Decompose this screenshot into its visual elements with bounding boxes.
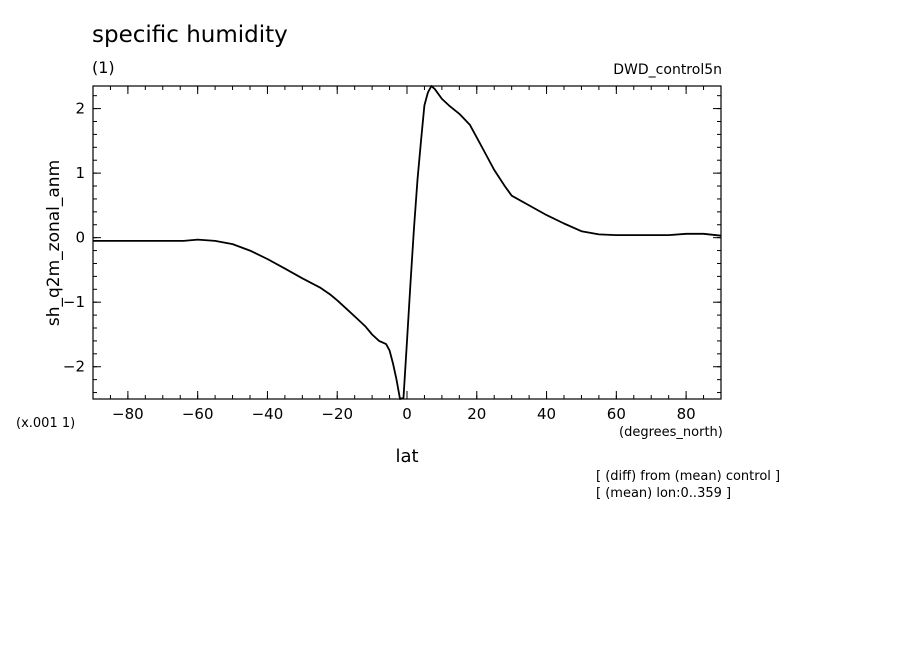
y-tick-label: 2 bbox=[75, 100, 85, 118]
y-tick-label: 0 bbox=[75, 229, 85, 247]
data-line bbox=[93, 85, 722, 400]
units-label: (1) bbox=[92, 58, 115, 77]
x-tick-label: −20 bbox=[321, 405, 353, 423]
x-tick-label: −40 bbox=[252, 405, 284, 423]
x-axis-label: lat bbox=[395, 446, 419, 467]
x-axis-units: (degrees_north) bbox=[619, 425, 723, 440]
y-tick-label: 1 bbox=[75, 164, 85, 182]
x-tick-label: 0 bbox=[402, 405, 412, 423]
y-tick-label: −1 bbox=[63, 293, 85, 311]
y-scale-note: (x.001 1) bbox=[16, 416, 76, 431]
x-tick-label: 60 bbox=[607, 405, 626, 423]
x-tick-label: −80 bbox=[112, 405, 144, 423]
x-tick-label: 20 bbox=[467, 405, 486, 423]
experiment-label: DWD_control5n bbox=[613, 62, 722, 78]
chart-title: specific humidity bbox=[92, 22, 288, 48]
x-tick-label: 80 bbox=[677, 405, 696, 423]
note-mean: [ (mean) lon:0..359 ] bbox=[596, 486, 732, 501]
note-diff: [ (diff) from (mean) control ] bbox=[596, 469, 781, 484]
x-tick-label: −60 bbox=[182, 405, 214, 423]
y-tick-label: −2 bbox=[63, 358, 85, 376]
x-tick-label: 40 bbox=[537, 405, 556, 423]
